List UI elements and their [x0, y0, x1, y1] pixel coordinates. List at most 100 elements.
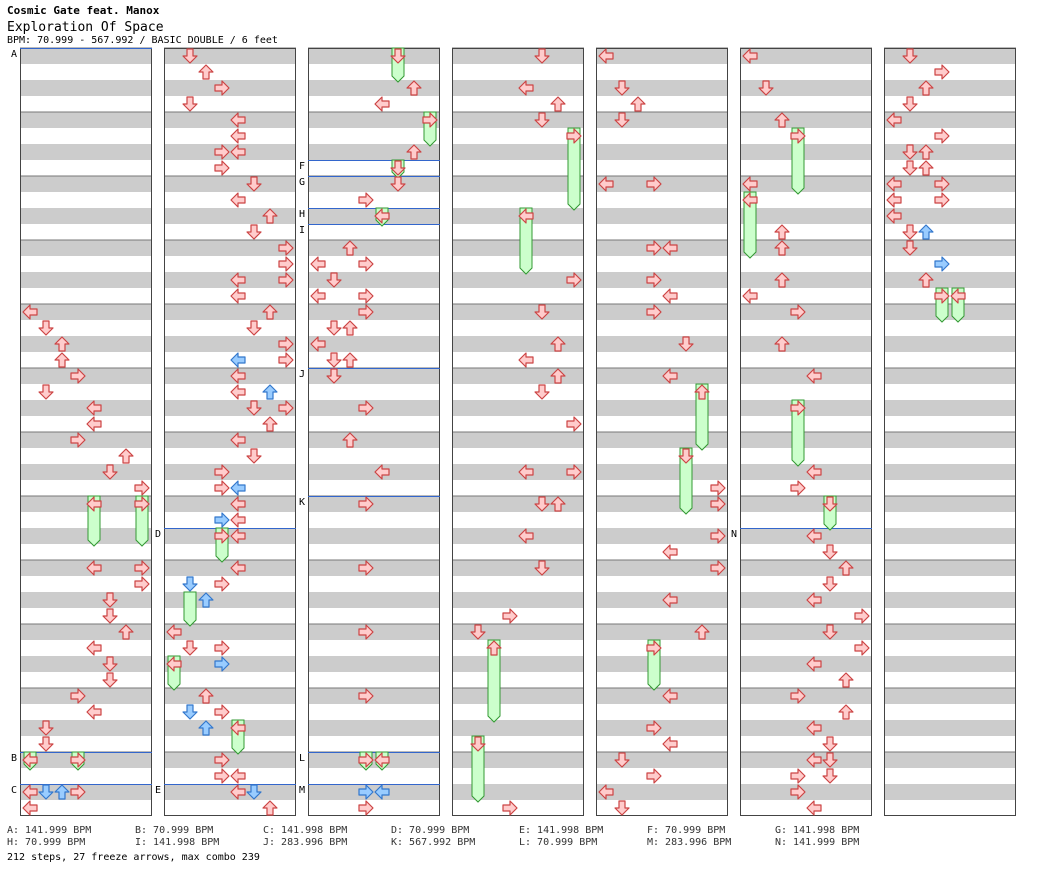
step-arrow	[22, 784, 38, 800]
step-arrow	[662, 288, 678, 304]
step-arrow	[630, 96, 646, 112]
step-arrow	[102, 464, 118, 480]
step-arrow	[502, 608, 518, 624]
step-arrow	[518, 80, 534, 96]
step-arrow	[806, 656, 822, 672]
step-arrow	[934, 64, 950, 80]
step-arrow	[518, 352, 534, 368]
step-arrow	[518, 528, 534, 544]
step-arrow	[934, 288, 950, 304]
step-arrow	[102, 656, 118, 672]
step-arrow	[710, 496, 726, 512]
step-arrow	[310, 288, 326, 304]
step-arrow	[358, 688, 374, 704]
step-arrow	[806, 528, 822, 544]
step-arrow	[134, 560, 150, 576]
step-arrow	[822, 496, 838, 512]
step-arrow	[54, 336, 70, 352]
step-arrow	[646, 720, 662, 736]
step-arrow	[230, 384, 246, 400]
step-arrow	[918, 160, 934, 176]
step-arrow	[358, 800, 374, 816]
step-arrow	[22, 304, 38, 320]
step-arrow	[534, 304, 550, 320]
step-arrow	[838, 704, 854, 720]
step-arrow	[278, 336, 294, 352]
song-title: Exploration Of Space	[7, 20, 164, 35]
bpm-marker-label: H	[299, 209, 305, 220]
step-arrow	[854, 608, 870, 624]
step-arrow	[774, 336, 790, 352]
step-arrow	[790, 304, 806, 320]
step-arrow	[534, 384, 550, 400]
freeze-arrow	[487, 639, 501, 723]
step-arrow	[278, 400, 294, 416]
step-arrow	[934, 192, 950, 208]
step-arrow	[374, 96, 390, 112]
bpm-legend-item: A: 141.999 BPM	[7, 825, 92, 836]
bpm-marker-label: C	[11, 785, 17, 796]
step-arrow	[886, 176, 902, 192]
step-arrow	[822, 544, 838, 560]
song-artist: Cosmic Gate feat. Manox	[7, 4, 160, 17]
step-arrow	[502, 800, 518, 816]
step-arrow	[22, 800, 38, 816]
step-arrow	[182, 96, 198, 112]
step-arrow	[518, 464, 534, 480]
bpm-marker-label: K	[299, 497, 305, 508]
bpm-marker-label: G	[299, 177, 305, 188]
step-arrow	[246, 320, 262, 336]
step-arrow	[646, 768, 662, 784]
chart-subtitle: BPM: 70.999 - 567.992 / BASIC DOUBLE / 6…	[7, 35, 278, 46]
step-arrow	[710, 480, 726, 496]
step-arrow	[214, 160, 230, 176]
step-arrow	[358, 496, 374, 512]
step-arrow	[358, 400, 374, 416]
step-arrow	[662, 240, 678, 256]
step-arrow	[182, 640, 198, 656]
step-arrow	[614, 112, 630, 128]
step-arrow	[822, 768, 838, 784]
step-arrow	[598, 176, 614, 192]
freeze-arrow	[567, 127, 581, 211]
step-arrow	[566, 416, 582, 432]
step-arrow	[86, 416, 102, 432]
step-arrow	[646, 640, 662, 656]
step-arrow	[534, 496, 550, 512]
step-arrow	[790, 768, 806, 784]
bpm-legend-item: G: 141.998 BPM	[775, 825, 860, 836]
step-arrow-blue	[918, 224, 934, 240]
step-arrow	[902, 48, 918, 64]
bpm-legend-item: C: 141.998 BPM	[263, 825, 348, 836]
step-arrow	[646, 176, 662, 192]
step-arrow	[902, 160, 918, 176]
step-arrow	[22, 752, 38, 768]
bpm-legend-item: N: 141.999 BPM	[775, 837, 860, 848]
step-arrow-blue	[214, 656, 230, 672]
step-arrow	[230, 768, 246, 784]
step-arrow	[742, 192, 758, 208]
step-arrow	[134, 480, 150, 496]
step-arrow	[326, 352, 342, 368]
step-arrow	[214, 768, 230, 784]
step-arrow	[806, 464, 822, 480]
step-arrow	[214, 80, 230, 96]
step-arrow	[230, 720, 246, 736]
step-arrow	[678, 448, 694, 464]
step-arrow	[566, 464, 582, 480]
chart-column	[164, 47, 296, 816]
step-arrow-blue	[38, 784, 54, 800]
step-arrow	[534, 560, 550, 576]
step-arrow	[358, 560, 374, 576]
step-arrow	[326, 272, 342, 288]
step-arrow	[262, 208, 278, 224]
step-arrow	[886, 192, 902, 208]
step-arrow	[774, 272, 790, 288]
step-arrow	[902, 96, 918, 112]
step-arrow	[534, 48, 550, 64]
step-arrow	[742, 176, 758, 192]
step-arrow	[934, 176, 950, 192]
step-arrow	[470, 736, 486, 752]
step-arrow	[710, 560, 726, 576]
